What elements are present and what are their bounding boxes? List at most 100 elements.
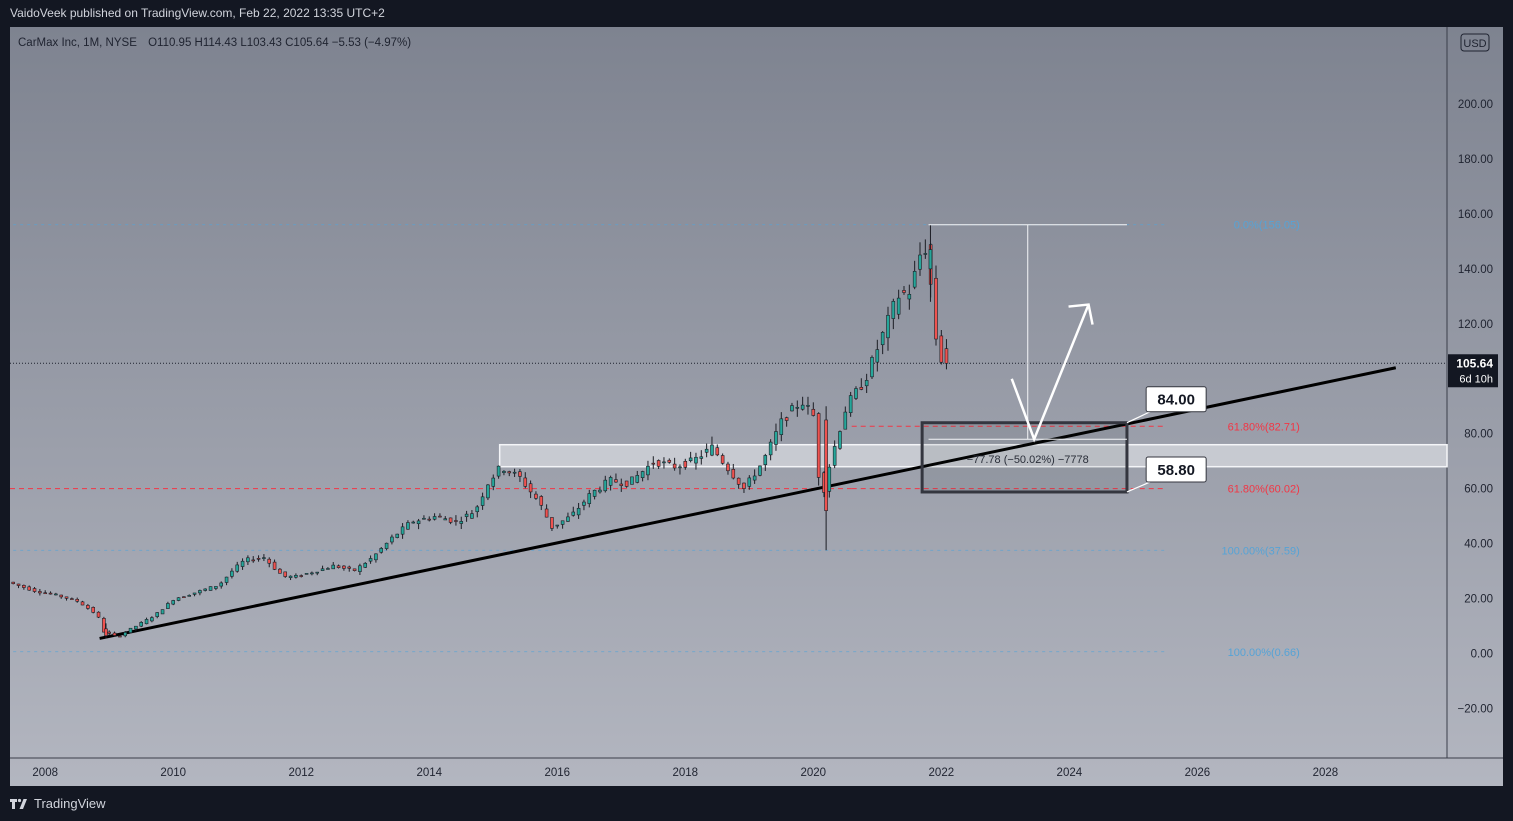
candle-body: [64, 596, 69, 599]
candle-body: [96, 611, 101, 618]
candle-body: [523, 477, 528, 487]
candle-body: [891, 301, 896, 319]
candle-body: [363, 562, 368, 568]
candle-body: [48, 592, 53, 595]
candle-body: [112, 632, 117, 636]
candle-body: [128, 627, 133, 633]
candle-body: [150, 617, 154, 622]
candle-body: [208, 586, 213, 591]
candle-body: [288, 575, 293, 578]
callout-box: [1145, 386, 1207, 413]
candle-body: [646, 465, 650, 476]
candle-body: [283, 571, 288, 577]
candle-body: [75, 598, 79, 602]
drawings-layer: 0.0%(156.05) 61.80%(82.71) 61.80%(60.02) 10…: [10, 220, 1448, 659]
candle-body: [843, 411, 848, 430]
candle-body: [571, 511, 576, 516]
candle-body: [390, 536, 394, 543]
candle-body: [374, 553, 378, 561]
candle-body: [395, 533, 400, 538]
candle-body: [678, 466, 682, 469]
candle-body: [747, 477, 752, 487]
candle-body: [219, 582, 223, 587]
candle-body: [38, 591, 42, 594]
candle-body: [880, 332, 885, 346]
candle-body: [838, 431, 842, 449]
candle-body: [779, 418, 784, 435]
candle-body: [902, 290, 906, 293]
candle-body: [886, 314, 890, 339]
symbol-info: CarMax Inc, 1M, NYSE O110.95 H114.43 L10…: [18, 37, 411, 49]
candle-body: [416, 520, 421, 524]
candle-body: [43, 592, 47, 595]
candle-body: [459, 521, 464, 524]
candle-body: [251, 559, 256, 562]
candle-body: [870, 357, 874, 378]
candle-body: [198, 590, 202, 594]
y-tick-label: 0.00: [1471, 649, 1493, 661]
candle-body: [400, 526, 405, 535]
candle-body: [32, 588, 37, 592]
target-box: [920, 421, 1129, 494]
candle-body: [827, 466, 832, 492]
candle-body: [507, 471, 512, 474]
currency-badge[interactable]: USD: [1460, 33, 1490, 52]
candle-body: [342, 565, 346, 569]
candle-body: [736, 477, 741, 485]
candle-body: [758, 465, 762, 476]
candle-body: [491, 477, 496, 487]
candle-body: [640, 471, 645, 478]
y-tick-label: −20.00: [1458, 704, 1494, 716]
candle-body: [912, 271, 917, 288]
candle-body: [688, 457, 693, 462]
candle-body: [742, 482, 746, 489]
x-tick-label: 2008: [32, 767, 58, 779]
candle-body: [824, 419, 828, 511]
candle-body: [11, 581, 15, 584]
publish-info: VaidoVeek published on TradingView.com, …: [10, 6, 385, 20]
candle-body: [928, 249, 933, 270]
x-tick-label: 2012: [288, 767, 314, 779]
tradingview-logo-icon: [10, 798, 27, 809]
candle-body: [310, 572, 314, 575]
callout-pointer: [1126, 411, 1151, 424]
candle-body: [832, 446, 837, 466]
candle-body: [848, 395, 853, 413]
candle-body: [272, 561, 277, 570]
candle-body: [630, 476, 634, 485]
symbol-ohlc: O110.95 H114.43 L103.43 C105.64 −5.53 (−…: [148, 37, 411, 49]
candle-body: [16, 583, 21, 586]
y-tick-label: 20.00: [1464, 594, 1493, 606]
tradingview-brand[interactable]: TradingView: [10, 796, 106, 811]
candle-body: [235, 564, 239, 572]
candle-body: [379, 548, 384, 553]
candle-body: [752, 475, 757, 481]
candle-body: [768, 441, 773, 456]
candle-body: [624, 480, 629, 487]
candle-body: [315, 571, 320, 574]
candle-body: [816, 413, 821, 478]
candle-body: [443, 518, 448, 521]
plot-background: [10, 27, 1503, 786]
candle-body: [699, 456, 704, 459]
candle-body: [715, 447, 720, 456]
projection-arrowhead: [1068, 303, 1094, 325]
price-chart[interactable]: 0.0%(156.05) 61.80%(82.71) 61.80%(60.02) 10…: [0, 0, 1513, 786]
candle-body: [710, 444, 714, 456]
x-tick-label: 2014: [416, 767, 442, 779]
candle-body: [560, 520, 565, 525]
candle-body: [331, 564, 336, 570]
y-tick-label: 180.00: [1458, 154, 1493, 166]
fib-level-label: 0.0%(156.05): [1234, 220, 1300, 232]
candle-body: [230, 570, 234, 577]
candle-body: [907, 294, 912, 300]
candle-body: [518, 471, 522, 477]
candle-body: [918, 254, 922, 270]
candle-body: [118, 635, 122, 638]
trendline: [99, 366, 1397, 640]
candle-body: [544, 508, 549, 518]
y-tick-label: 40.00: [1464, 539, 1493, 551]
candle-body: [368, 558, 373, 562]
candle-body: [240, 560, 245, 567]
candle-body: [496, 465, 501, 477]
